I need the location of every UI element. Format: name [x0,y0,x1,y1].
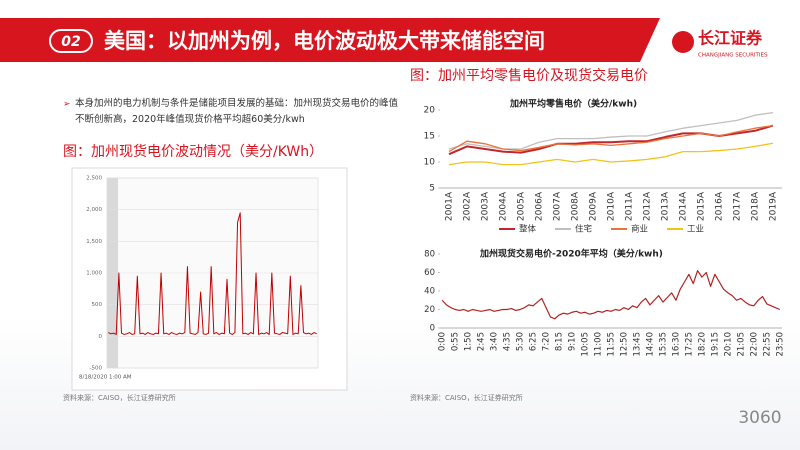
y-tick-label: 2,500 [86,176,102,182]
x-tick-label: 3:40 [490,332,500,351]
x-tick-label: 2:45 [477,332,487,351]
x-tick-label: 2012A [643,191,653,221]
x-tick-label: 2002A [463,191,473,221]
legend-label: 住宅 [575,224,592,235]
logo-sub: CHANGJIANG SECURITIES [698,53,768,59]
x-tick-label: 14:40 [645,332,655,357]
x-tick-label: 2015A [697,191,707,221]
source: 资料来源：CAISO，长江证券研究所 [410,393,523,402]
left-caption: 图：加州现货电价波动情况（美分/KWh） [63,143,323,160]
legend-label: 工业 [687,224,704,235]
y-tick-label: 15 [424,132,435,142]
x-tick-label: 4:35 [503,332,513,351]
x-tick-label: 2013A [661,191,671,221]
x-tick-label: 18:20 [697,332,707,357]
x-tick-label: 2001A [445,191,455,221]
logo: 长江证券 [698,29,763,48]
x-tick-label: 17:25 [684,332,694,357]
badge-frame [49,29,93,53]
x-tick-label: 20:10 [723,332,733,357]
x-tick-label: 22:00 [749,332,759,357]
badge: 02 [61,34,80,50]
x-tick-label: 11:55 [607,332,617,357]
y-tick-label: 60 [424,268,435,278]
y-tick-label: 40 [424,287,435,297]
bullet-marker: ➢ [63,100,71,110]
x-tick-label: 16:30 [671,332,681,357]
y-tick-label: 20 [424,305,435,315]
x-tick-label: 2010A [607,191,617,221]
series-line [448,124,774,153]
x-tick-label: 2005A [517,191,527,221]
logo-icon [672,31,694,53]
chart-title: 加州平均零售电价（美分/kwh) [509,98,637,110]
x-tick-label: 2016A [715,191,725,221]
x-tick-label: 2007A [553,191,563,221]
y-tick-label: 500 [92,302,103,308]
x-tick-label: 2017A [733,191,743,221]
x-tick-label: 2018A [751,191,761,221]
legend-label: 整体 [519,224,537,235]
legend-label: 商业 [631,224,648,235]
x-tick-label: 13:45 [632,332,642,357]
x-axis-label: 8/18/2020 1:00 AM [79,375,132,381]
x-tick-label: 10:05 [581,332,591,357]
x-tick-label: 19:15 [710,332,720,357]
y-tick-label: 1,500 [86,239,102,245]
x-tick-label: 5:30 [516,332,526,351]
x-tick-label: 0:00 [438,332,448,351]
x-tick-label: 1:50 [464,332,474,351]
x-tick-label: 2004A [499,191,509,221]
x-tick-label: 2019A [769,191,779,221]
series-line [448,142,774,166]
y-tick-label: 20 [424,106,436,116]
y-tick-label: -500 [90,366,103,372]
x-tick-label: 9:10 [568,332,578,351]
x-tick-label: 2006A [535,191,545,221]
x-tick-label: 7:20 [542,332,552,351]
series-line [441,270,781,320]
x-tick-label: 11:00 [594,332,604,357]
slide-title: 美国：以加州为例，电价波动极大带来储能空间 [104,29,545,53]
y-tick-label: 0 [99,334,103,340]
y-tick-label: 0 [430,324,435,334]
x-tick-label: 0:55 [451,332,461,351]
x-tick-label: 8:15 [555,332,565,351]
x-tick-label: 21:05 [736,332,746,357]
x-tick-label: 22:55 [762,332,772,357]
y-tick-label: 80 [424,250,435,260]
x-tick-label: 2009A [589,191,599,221]
title-band [0,18,660,62]
x-tick-label: 2011A [625,191,635,221]
x-tick-label: 15:35 [658,332,668,357]
x-tick-label: 2008A [571,191,581,221]
chart-title: 加州现货交易电价-2020年平均（美分/kwh) [479,248,663,260]
y-tick-label: 5 [429,184,435,194]
x-tick-label: 12:50 [619,332,629,357]
x-tick-label: 6:25 [529,332,539,351]
y-tick-label: 10 [424,158,436,168]
x-tick-label: 2003A [481,191,491,221]
right-caption: 图：加州平均零售电价及现货交易电价 [410,67,648,84]
series-line [448,111,774,150]
x-tick-label: 23:50 [775,332,785,357]
y-tick-label: 1,000 [86,271,102,277]
bullet-text: 本身加州的电力机制与条件是储能项目发展的基础：加州现货交易电价的峰值不断创新高，… [75,98,399,125]
source: 资料来源：CAISO，长江证券研究所 [63,393,176,402]
y-tick-label: 2,000 [86,207,102,213]
series-line [108,212,317,335]
watermark: 3060 [738,408,781,428]
x-tick-label: 2014A [679,191,689,221]
